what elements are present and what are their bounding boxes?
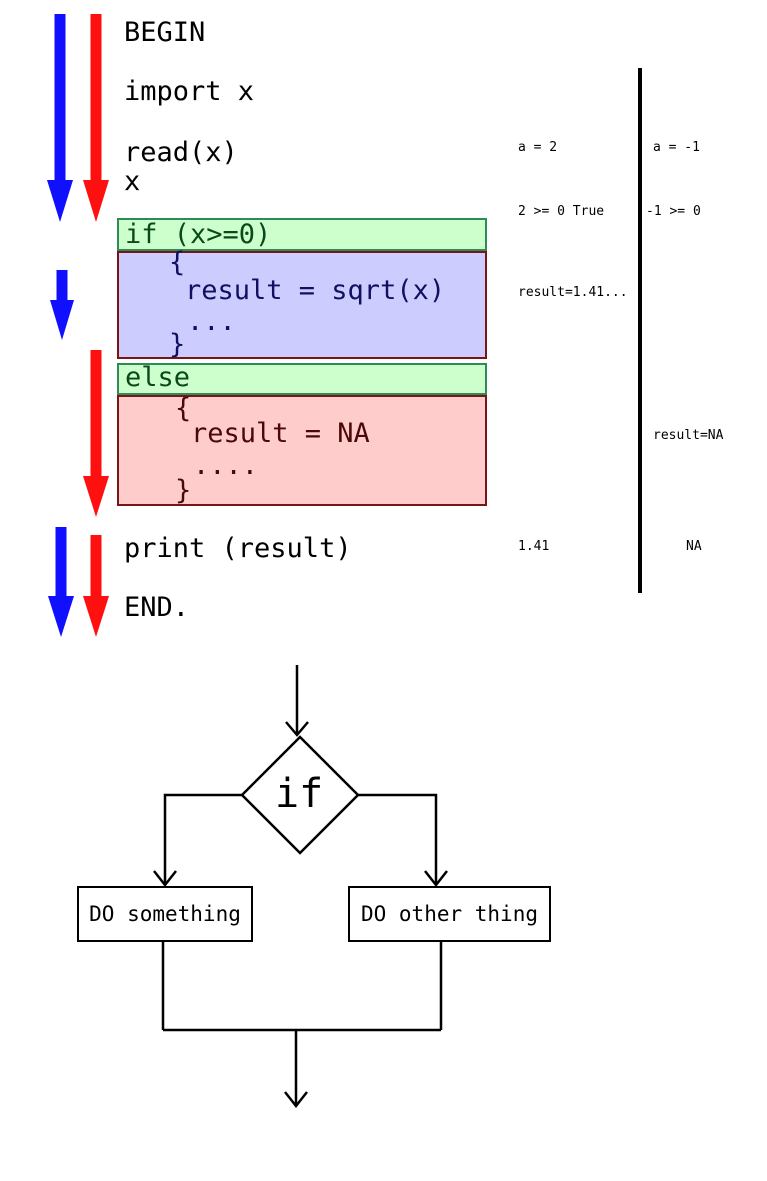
blue-path-arrows [47,14,74,637]
else-close-brace: } [175,475,192,506]
trace-positive-result: result=1.41... [518,285,628,300]
variable-x: x [124,166,141,197]
action-box-left: DO something [77,886,253,942]
end-keyword: END. [124,592,190,623]
else-branch-block: { result = NA .... } [117,393,487,506]
if-condition-text: if (x>=0) [125,219,272,250]
begin-keyword: BEGIN [124,17,206,48]
red-arrow-else-branch [83,350,109,517]
if-condition-block: if (x>=0) [117,218,487,251]
if-open-brace: { [169,247,186,278]
action-box-right: DO other thing [348,886,551,942]
decision-label: if [275,771,324,817]
blue-arrow-bottom [48,527,74,637]
trace-negative-input: a = -1 [653,140,700,155]
else-keyword: else [125,362,191,393]
else-open-brace: { [175,393,192,424]
flowchart-connectors [153,665,448,1109]
else-body-ellipsis: .... [193,450,259,481]
trace-negative-test: -1 >= 0 [646,204,701,219]
trace-negative-result: result=NA [653,428,724,443]
if-close-brace: } [169,329,186,360]
blue-arrow-top [47,14,73,222]
else-block: else [117,363,487,395]
trace-positive-test: 2 >= 0 True [518,204,605,219]
import-statement: import x [124,76,255,107]
decision-diamond [240,735,360,855]
if-branch-block: { result = sqrt(x) ... } [117,247,487,360]
trace-negative-output: NA [686,539,702,554]
red-arrow-bottom [83,535,109,637]
read-statement: read(x) [124,137,238,168]
trace-positive-input: a = 2 [518,140,558,155]
red-arrow-top [83,14,109,222]
trace-positive-output: 1.41 [518,539,550,554]
red-path-arrows [83,14,109,637]
blue-arrow-if-branch [50,270,74,340]
else-body-statement: result = NA [191,418,370,449]
if-body-statement: result = sqrt(x) [185,275,446,306]
if-body-ellipsis: ... [187,306,236,337]
print-statement: print (result) [124,533,352,564]
